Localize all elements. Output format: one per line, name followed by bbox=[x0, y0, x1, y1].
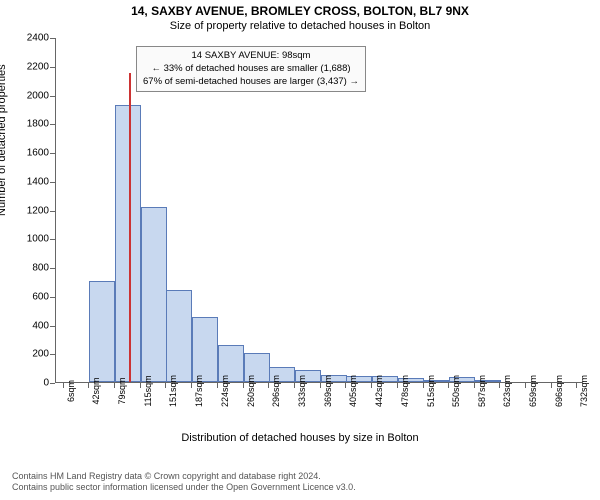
x-tick-label: 333sqm bbox=[297, 375, 307, 407]
y-tick-label: 2400 bbox=[7, 33, 49, 44]
x-tick-mark bbox=[499, 383, 500, 388]
histogram-bar bbox=[115, 105, 141, 382]
x-tick-label: 623sqm bbox=[502, 375, 512, 407]
x-tick-label: 659sqm bbox=[528, 375, 538, 407]
y-tick-label: 200 bbox=[7, 349, 49, 360]
x-tick-mark bbox=[268, 383, 269, 388]
x-tick-label: 42sqm bbox=[91, 377, 101, 404]
footer-line1: Contains HM Land Registry data © Crown c… bbox=[12, 471, 588, 483]
x-tick-mark bbox=[525, 383, 526, 388]
x-tick-label: 478sqm bbox=[400, 375, 410, 407]
y-tick-label: 400 bbox=[7, 320, 49, 331]
footer-attribution: Contains HM Land Registry data © Crown c… bbox=[12, 471, 588, 494]
y-tick-label: 1400 bbox=[7, 176, 49, 187]
x-tick-mark bbox=[576, 383, 577, 388]
y-tick-label: 2200 bbox=[7, 61, 49, 72]
x-tick-mark bbox=[397, 383, 398, 388]
x-tick-label: 115sqm bbox=[143, 375, 153, 406]
x-tick-mark bbox=[320, 383, 321, 388]
y-tick-label: 0 bbox=[7, 378, 49, 389]
y-tick-label: 1800 bbox=[7, 119, 49, 130]
x-tick-mark bbox=[243, 383, 244, 388]
x-tick-mark bbox=[191, 383, 192, 388]
y-tick-label: 2000 bbox=[7, 90, 49, 101]
chart-title-sub: Size of property relative to detached ho… bbox=[0, 20, 600, 32]
x-tick-label: 696sqm bbox=[554, 375, 564, 407]
x-tick-mark bbox=[448, 383, 449, 388]
plot-area: 14 SAXBY AVENUE: 98sqm← 33% of detached … bbox=[55, 38, 583, 383]
property-marker-line bbox=[129, 73, 131, 382]
x-tick-mark bbox=[165, 383, 166, 388]
x-tick-mark bbox=[345, 383, 346, 388]
x-tick-label: 732sqm bbox=[579, 375, 589, 407]
annotation-line3: 67% of semi-detached houses are larger (… bbox=[143, 76, 359, 89]
y-tick-label: 1000 bbox=[7, 234, 49, 245]
x-tick-mark bbox=[294, 383, 295, 388]
x-tick-label: 587sqm bbox=[477, 375, 487, 407]
x-tick-mark bbox=[140, 383, 141, 388]
x-tick-mark bbox=[423, 383, 424, 388]
x-tick-label: 550sqm bbox=[451, 375, 461, 407]
x-tick-mark bbox=[63, 383, 64, 388]
x-tick-mark bbox=[217, 383, 218, 388]
x-tick-mark bbox=[88, 383, 89, 388]
x-tick-mark bbox=[371, 383, 372, 388]
annotation-line2: ← 33% of detached houses are smaller (1,… bbox=[143, 63, 359, 76]
x-tick-label: 79sqm bbox=[117, 377, 127, 404]
x-tick-label: 442sqm bbox=[374, 375, 384, 407]
x-tick-label: 224sqm bbox=[220, 375, 230, 407]
histogram-bar bbox=[166, 290, 192, 382]
y-tick-label: 1600 bbox=[7, 148, 49, 159]
x-tick-mark bbox=[551, 383, 552, 388]
y-axis: 0200400600800100012001400160018002000220… bbox=[0, 38, 55, 383]
annotation-line1: 14 SAXBY AVENUE: 98sqm bbox=[143, 50, 359, 63]
y-tick-label: 600 bbox=[7, 291, 49, 302]
chart-title-main: 14, SAXBY AVENUE, BROMLEY CROSS, BOLTON,… bbox=[0, 4, 600, 18]
x-tick-label: 515sqm bbox=[426, 375, 436, 407]
x-tick-label: 6sqm bbox=[66, 380, 76, 402]
y-tick-label: 1200 bbox=[7, 205, 49, 216]
x-tick-label: 151sqm bbox=[168, 375, 178, 407]
x-axis-label: Distribution of detached houses by size … bbox=[0, 432, 600, 444]
x-tick-mark bbox=[114, 383, 115, 388]
x-tick-mark bbox=[474, 383, 475, 388]
footer-line2: Contains public sector information licen… bbox=[12, 482, 588, 494]
x-tick-label: 296sqm bbox=[271, 375, 281, 407]
histogram-bar bbox=[141, 207, 167, 382]
x-tick-label: 405sqm bbox=[348, 375, 358, 407]
x-tick-label: 187sqm bbox=[194, 375, 204, 407]
y-tick-label: 800 bbox=[7, 263, 49, 274]
histogram-bar bbox=[89, 281, 115, 382]
histogram-bar bbox=[192, 317, 218, 382]
annotation-box: 14 SAXBY AVENUE: 98sqm← 33% of detached … bbox=[136, 46, 366, 92]
x-tick-label: 260sqm bbox=[246, 375, 256, 407]
x-tick-label: 369sqm bbox=[323, 375, 333, 407]
